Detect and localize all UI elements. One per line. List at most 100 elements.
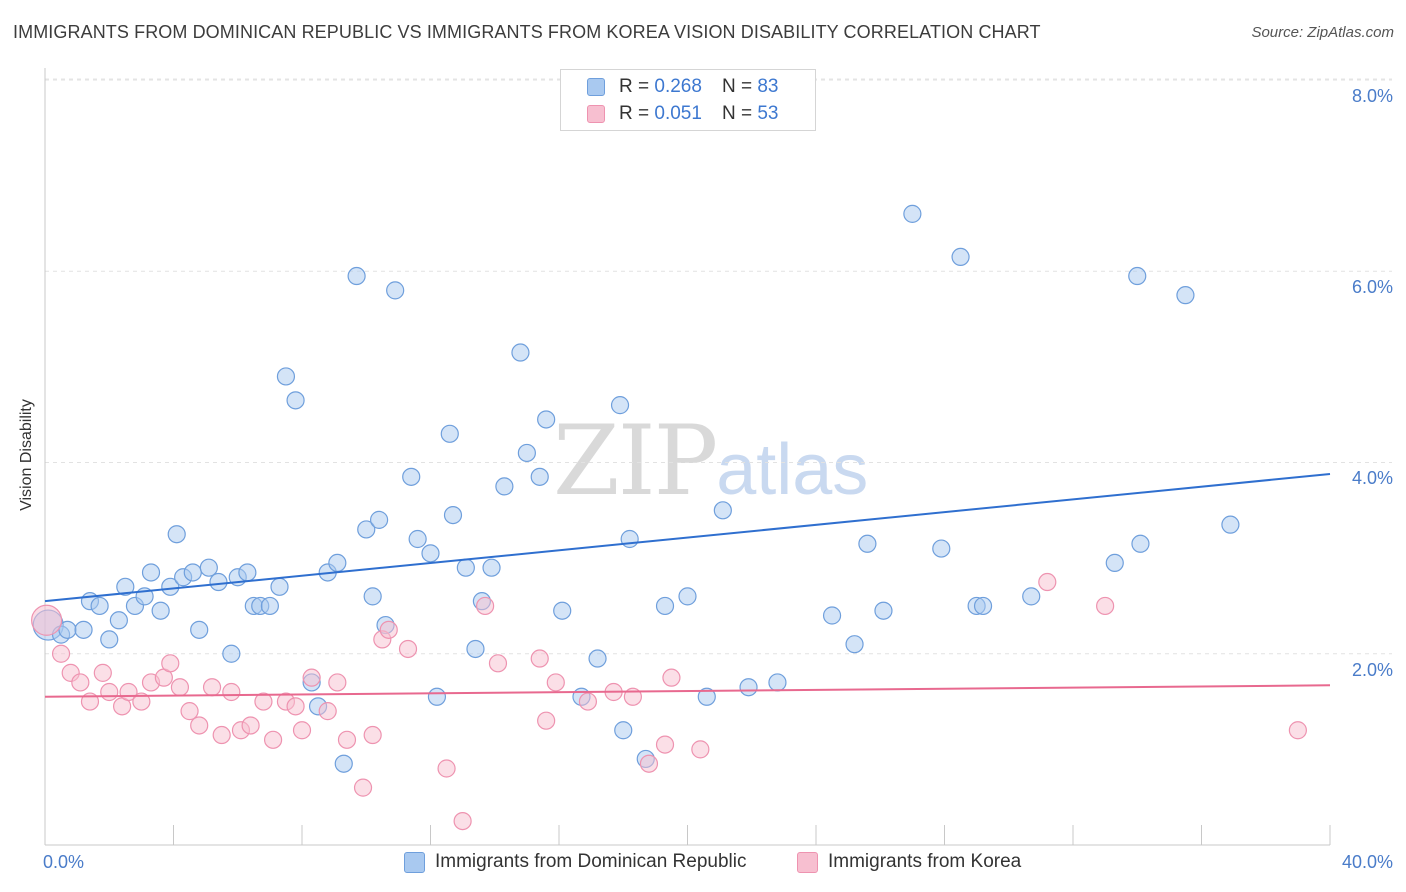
dominican-point [260,596,279,616]
watermark-zip: ZIP [553,405,718,517]
korea-point [286,697,305,716]
dominican-point [903,204,922,223]
korea-point [379,620,398,639]
legend-n-label: N = [721,103,753,124]
dominican-point [1128,266,1147,286]
dominican-point [100,630,119,649]
korea-point [202,678,222,697]
bottom-legend-korea: Immigrants from Korea [797,851,1021,873]
dominican-point [739,678,758,697]
y-tick-label: 8.0% [1351,86,1393,106]
dominican-point [363,587,382,606]
dominican-point [443,505,463,525]
korea-point [292,721,312,740]
dominican-point [537,410,556,429]
korea-point [161,654,180,673]
dominican-point [270,577,289,596]
korea-point [639,754,659,773]
dominican-point [427,687,447,706]
korea-point [328,673,347,692]
dominican-point [209,572,228,592]
dominican-point [588,649,607,668]
dominican-point [511,343,530,362]
dominican-point [620,529,639,549]
dominican-point [347,266,366,286]
korea-point [546,673,565,692]
korea-point [363,725,382,745]
korea-point [530,649,549,668]
bottom-legend-swatch-blue [404,851,425,873]
dominican-point [768,673,787,692]
dominican-point [874,601,893,620]
korea-point [241,716,260,735]
dominican-point [421,544,440,563]
korea-point [132,692,151,711]
korea-point [662,668,681,687]
dominican-point [1105,553,1124,573]
dominican-point [655,596,675,616]
legend-n-value: 83 [757,76,779,97]
dominican-point [822,606,842,625]
legend-n-value: 53 [757,103,779,124]
korea-point [180,702,199,721]
dominican-point [334,754,353,773]
dominican-point [167,525,186,544]
dominican-point [466,639,485,659]
korea-point [655,735,675,754]
korea-point [1038,572,1057,592]
korea-point [537,711,556,730]
korea-point [488,654,508,673]
x-tick-label-min: 0.0% [43,852,85,872]
watermark: ZIPatlas [553,405,868,517]
bottom-legend-label: Immigrants from Dominican Republic [435,851,747,872]
dominican-point [151,601,170,620]
korea-point [51,644,71,663]
dominican-point [456,558,475,577]
dominican-point [678,587,697,606]
korea-point [578,692,598,711]
korea-point [398,639,418,659]
legend-r-label: R = [619,103,650,124]
y-tick-label: 6.0% [1351,277,1393,297]
legend-row-korea: R = 0.051 N = 53 [587,102,778,126]
legend-swatch-blue [587,78,605,96]
korea-point [453,811,472,831]
dominican-point [553,601,572,620]
legend-r-value: 0.051 [654,103,702,124]
legend-r-label: R = [619,76,650,97]
korea-point [71,673,90,692]
korea-point [93,663,112,682]
korea-point [437,759,456,778]
y-axis-label: Vision Disability [18,399,35,511]
dominican-point [1022,587,1041,606]
dominican-point [222,644,241,663]
bottom-legend-dominican: Immigrants from Dominican Republic [404,851,747,873]
dominican-point [286,391,305,410]
korea-point [353,778,373,797]
dominican-point [90,596,109,616]
korea-point [170,678,190,697]
dominican-point [328,553,347,573]
bottom-legend-swatch-pink [797,851,818,873]
korea-point [691,740,710,759]
dominican-point [530,467,549,486]
dominican-point [1176,286,1195,305]
legend-r-value: 0.268 [654,76,702,97]
dominican-point [845,635,864,654]
chart-title: IMMIGRANTS FROM DOMINICAN REPUBLIC VS IM… [13,22,1041,42]
korea-trend-line [44,684,1331,698]
dominican-point [402,467,421,486]
watermark-atlas: atlas [716,430,869,510]
dominican-point [109,611,128,630]
dominican-point [614,721,633,740]
dominican-trend-line [44,472,1331,603]
dominican-point [973,596,993,616]
dominican-point [238,563,257,582]
dominican-point [408,529,427,549]
dominican-point [386,281,405,300]
dominican-point [276,367,296,386]
dominican-point [1221,515,1240,534]
dominican-point [199,558,218,577]
source-label: Source: ZipAtlas.com [1251,24,1394,41]
